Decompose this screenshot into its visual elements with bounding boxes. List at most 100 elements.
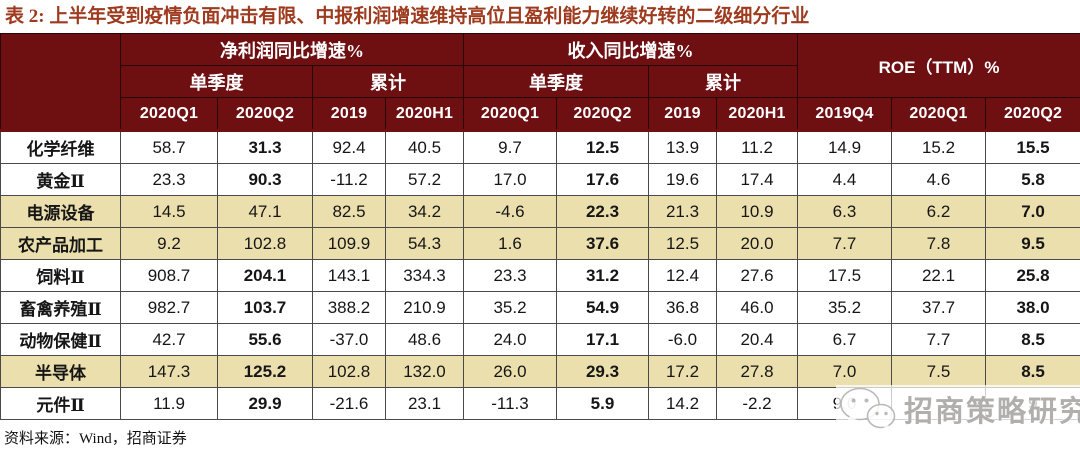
- cell: 25.8: [984, 259, 1080, 292]
- subheader-cumulative: 累计: [312, 65, 464, 98]
- cell: 12.4: [648, 259, 717, 292]
- year-header: 2019: [312, 97, 386, 131]
- table-row: 半导体 147.3 125.2 102.8 132.0 26.0 29.3 17…: [0, 355, 1080, 388]
- cell: 31.2: [556, 259, 649, 292]
- cell: 6.3: [797, 195, 892, 228]
- cell: 38.0: [984, 291, 1080, 324]
- cell: 109.9: [312, 227, 386, 260]
- cell: 102.8: [312, 355, 386, 388]
- table-row: 动物保健Ⅱ 42.7 55.6 -37.0 48.6 24.0 17.1 -6.…: [0, 323, 1080, 356]
- cell: 6.2: [891, 195, 986, 228]
- cell: 27.6: [716, 259, 798, 292]
- cell: 7.0: [797, 355, 892, 388]
- cell: 47.1: [217, 195, 313, 228]
- cell: 102.8: [217, 227, 313, 260]
- cell: 17.1: [556, 323, 649, 356]
- cell: 17.0: [463, 163, 557, 196]
- year-header: 2020Q2: [984, 97, 1080, 131]
- row-label: 农产品加工: [0, 227, 121, 260]
- cell: 19.6: [648, 163, 717, 196]
- cell: 9.5: [984, 227, 1080, 260]
- row-label: 半导体: [0, 355, 121, 388]
- table-row: 元件Ⅱ 11.9 29.9 -21.6 23.1 -11.3 5.9 14.2 …: [0, 387, 1080, 420]
- year-header: 2020Q1: [463, 97, 557, 131]
- row-label: 饲料Ⅱ: [0, 259, 121, 292]
- cell: 14.5: [120, 195, 218, 228]
- year-header: 2019Q4: [797, 97, 892, 131]
- cell: 13.9: [648, 130, 717, 164]
- cell: 46.0: [716, 291, 798, 324]
- cell: 21.3: [648, 195, 717, 228]
- subheader-quarter: 单季度: [463, 65, 649, 98]
- cell: 92.4: [312, 130, 386, 164]
- cell: 982.7: [120, 291, 218, 324]
- year-header: 2020Q1: [120, 97, 218, 131]
- cell: 17.4: [716, 163, 798, 196]
- cell: 9.2: [120, 227, 218, 260]
- year-header: 2020Q2: [556, 97, 649, 131]
- cell: 5.9: [556, 387, 649, 420]
- cell: 29.3: [556, 355, 649, 388]
- year-header: 2020H1: [716, 97, 798, 131]
- table-row: 农产品加工 9.2 102.8 109.9 54.3 1.6 37.6 12.5…: [0, 227, 1080, 260]
- cell: 7.0: [984, 195, 1080, 228]
- year-header: 2020H1: [385, 97, 464, 131]
- cell: 15.5: [984, 130, 1080, 164]
- cell: -37.0: [312, 323, 386, 356]
- cell: 14.2: [648, 387, 717, 420]
- cell: 57.2: [385, 163, 464, 196]
- cell: 4.6: [891, 163, 986, 196]
- source-note: 资料来源：Wind，招商证券: [4, 431, 187, 447]
- row-label: 黄金Ⅱ: [0, 163, 121, 196]
- cell: 24.0: [463, 323, 557, 356]
- corner-header-cell: [0, 33, 121, 131]
- cell: 9.7: [463, 130, 557, 164]
- cell: 6.7: [797, 323, 892, 356]
- table-row: 畜禽养殖Ⅱ 982.7 103.7 388.2 210.9 35.2 54.9 …: [0, 291, 1080, 324]
- cell: 12.5: [556, 130, 649, 164]
- cell: 20.0: [716, 227, 798, 260]
- cell: 9: [984, 387, 1080, 420]
- row-label: 元件Ⅱ: [0, 387, 121, 420]
- cell: 90.3: [217, 163, 313, 196]
- cell: 34.2: [385, 195, 464, 228]
- cell: 908.7: [120, 259, 218, 292]
- cell: 4.4: [797, 163, 892, 196]
- cell: 8.5: [984, 323, 1080, 356]
- cell: 12.5: [648, 227, 717, 260]
- cell: 1.6: [463, 227, 557, 260]
- subheader-cumulative: 累计: [648, 65, 798, 98]
- cell: 147.3: [120, 355, 218, 388]
- cell: 103.7: [217, 291, 313, 324]
- cell: 7.7: [891, 323, 986, 356]
- cell: -11.2: [312, 163, 386, 196]
- cell: 31.3: [217, 130, 313, 164]
- cell: 20.4: [716, 323, 798, 356]
- table-row: 化学纤维 58.7 31.3 92.4 40.5 9.7 12.5 13.9 1…: [0, 130, 1080, 164]
- cell: 7.7: [797, 227, 892, 260]
- row-label: 畜禽养殖Ⅱ: [0, 291, 121, 324]
- cell: 54.3: [385, 227, 464, 260]
- cell: 35.2: [797, 291, 892, 324]
- group-header-net-profit: 净利润同比增速%: [120, 33, 464, 66]
- cell: 55.6: [217, 323, 313, 356]
- industry-metrics-table: 净利润同比增速% 收入同比增速% ROE（TTM）% 单季度 累计 单季度 累计…: [0, 33, 1080, 420]
- cell: -6.0: [648, 323, 717, 356]
- row-label: 动物保健Ⅱ: [0, 323, 121, 356]
- row-label: 化学纤维: [0, 130, 121, 164]
- cell: 14.9: [797, 130, 892, 164]
- subheader-quarter: 单季度: [120, 65, 313, 98]
- cell: 17.5: [797, 259, 892, 292]
- cell: 10.9: [716, 195, 798, 228]
- year-header: 2019: [648, 97, 717, 131]
- cell: 5.8: [984, 163, 1080, 196]
- year-header: 2020Q1: [891, 97, 986, 131]
- cell: 23.1: [385, 387, 464, 420]
- cell: 17.2: [648, 355, 717, 388]
- cell: 23.3: [120, 163, 218, 196]
- cell: 11.9: [120, 387, 218, 420]
- year-header: 2020Q2: [217, 97, 313, 131]
- row-label: 电源设备: [0, 195, 121, 228]
- group-header-revenue: 收入同比增速%: [463, 33, 798, 66]
